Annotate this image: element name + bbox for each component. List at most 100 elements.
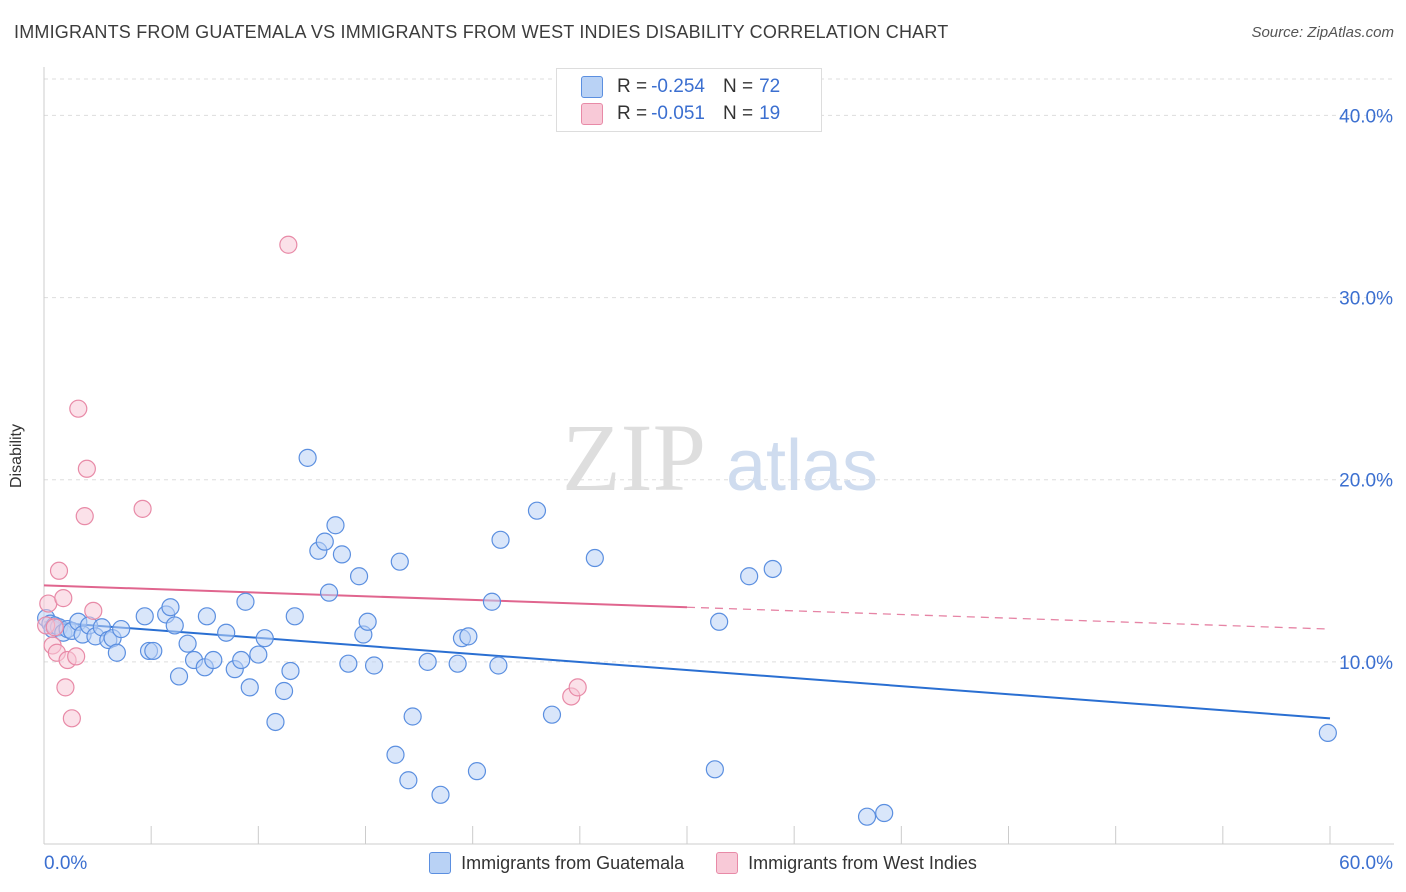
point-guatemala bbox=[585, 548, 604, 568]
stats-n-label: N = bbox=[722, 76, 754, 97]
point-west-indies bbox=[69, 399, 88, 418]
point-guatemala bbox=[217, 623, 236, 642]
point-guatemala bbox=[710, 612, 729, 631]
point-west-indies bbox=[279, 235, 298, 254]
point-guatemala bbox=[875, 803, 894, 823]
point-guatemala bbox=[1318, 723, 1337, 742]
point-guatemala bbox=[364, 656, 384, 675]
point-guatemala bbox=[281, 661, 300, 681]
point-guatemala bbox=[266, 712, 285, 732]
tick-labels: 10.0% 20.0% 30.0% 40.0% 0.0% 60.0% bbox=[44, 106, 1393, 874]
point-guatemala bbox=[107, 643, 126, 662]
gridlines bbox=[44, 78, 1394, 663]
point-guatemala bbox=[255, 629, 274, 648]
point-guatemala bbox=[418, 652, 437, 671]
point-guatemala bbox=[399, 771, 418, 790]
point-guatemala bbox=[204, 650, 223, 670]
point-guatemala bbox=[144, 641, 163, 661]
point-guatemala bbox=[467, 762, 487, 781]
stats-row-guatemala: R = -0.254 N = 72 bbox=[581, 73, 780, 101]
chart-legend: Immigrants from Guatemala Immigrants fro… bbox=[0, 852, 1406, 874]
point-guatemala bbox=[386, 745, 405, 764]
point-guatemala bbox=[236, 592, 255, 611]
point-west-indies bbox=[568, 678, 587, 697]
point-guatemala bbox=[482, 592, 502, 611]
legend-label-west-indies: Immigrants from West Indies bbox=[748, 852, 977, 873]
point-west-indies bbox=[62, 709, 81, 728]
y-axis-label: Disability bbox=[8, 423, 25, 489]
point-guatemala bbox=[326, 516, 345, 535]
point-guatemala bbox=[740, 567, 759, 586]
legend-label-guatemala: Immigrants from Guatemala bbox=[461, 852, 685, 873]
chart-title: IMMIGRANTS FROM GUATEMALA VS IMMIGRANTS … bbox=[14, 22, 949, 42]
point-west-indies bbox=[84, 601, 103, 620]
x-tick-label: 0.0% bbox=[44, 853, 87, 874]
point-west-indies bbox=[54, 589, 73, 608]
legend-item-guatemala[interactable]: Immigrants from Guatemala bbox=[429, 852, 684, 874]
watermark: ZIP atlas bbox=[562, 404, 878, 511]
point-guatemala bbox=[491, 530, 510, 549]
point-west-indies bbox=[77, 459, 96, 478]
stats-swatch-guatemala bbox=[581, 76, 603, 98]
point-guatemala bbox=[349, 567, 369, 586]
point-guatemala bbox=[169, 667, 189, 686]
stats-r-label: R = bbox=[617, 103, 648, 124]
y-tick-label: 20.0% bbox=[1339, 471, 1393, 492]
point-west-indies bbox=[49, 561, 69, 580]
stats-r-value: -0.254 bbox=[651, 76, 705, 97]
legend-swatch-west-indies bbox=[716, 852, 739, 874]
stats-n-value: 19 bbox=[759, 103, 781, 124]
point-guatemala bbox=[459, 627, 478, 646]
stats-r-value: -0.051 bbox=[651, 103, 705, 124]
watermark-zip: ZIP bbox=[562, 404, 706, 511]
point-guatemala bbox=[274, 681, 294, 701]
x-tick-label: 60.0% bbox=[1339, 853, 1393, 874]
point-guatemala bbox=[448, 654, 467, 673]
trend-lines bbox=[43, 584, 1331, 720]
point-guatemala bbox=[240, 678, 259, 697]
point-guatemala bbox=[197, 607, 216, 626]
stats-n-label: N = bbox=[722, 103, 754, 124]
point-guatemala bbox=[319, 583, 339, 602]
point-guatemala bbox=[232, 650, 251, 670]
point-guatemala bbox=[527, 501, 547, 520]
point-guatemala bbox=[135, 607, 154, 626]
point-guatemala bbox=[339, 654, 358, 673]
point-west-indies bbox=[45, 618, 64, 637]
point-guatemala bbox=[390, 552, 409, 571]
point-guatemala bbox=[165, 616, 184, 635]
trend-line-dashed-west-indies bbox=[686, 606, 1331, 630]
point-west-indies bbox=[67, 647, 86, 666]
stats-n-value: 72 bbox=[759, 76, 781, 97]
axes bbox=[43, 67, 1394, 845]
point-guatemala bbox=[178, 634, 197, 653]
point-west-indies bbox=[75, 507, 94, 526]
y-tick-label: 30.0% bbox=[1339, 289, 1393, 310]
point-guatemala bbox=[403, 707, 422, 726]
point-guatemala bbox=[249, 645, 268, 664]
point-guatemala bbox=[542, 705, 562, 724]
stats-row-west-indies: R = -0.051 N = 19 bbox=[581, 100, 780, 128]
source-label: Source: ZipAtlas.com bbox=[1251, 24, 1394, 41]
stats-r-label: R = bbox=[617, 76, 648, 97]
trend-line-west-indies bbox=[43, 584, 688, 609]
y-tick-label: 40.0% bbox=[1339, 106, 1393, 127]
point-guatemala bbox=[285, 607, 304, 626]
point-guatemala bbox=[315, 532, 334, 551]
point-guatemala bbox=[431, 785, 450, 804]
stats-swatch-west-indies bbox=[581, 103, 603, 125]
point-guatemala bbox=[489, 656, 508, 675]
point-guatemala bbox=[763, 559, 782, 579]
point-guatemala bbox=[358, 612, 377, 631]
point-west-indies bbox=[133, 499, 152, 518]
point-guatemala bbox=[112, 619, 131, 639]
point-guatemala bbox=[332, 545, 352, 564]
data-points bbox=[37, 235, 1337, 826]
legend-swatch-guatemala bbox=[429, 852, 452, 874]
legend-item-west-indies[interactable]: Immigrants from West Indies bbox=[716, 852, 977, 874]
point-guatemala bbox=[161, 598, 180, 617]
watermark-atlas: atlas bbox=[726, 426, 878, 506]
stats-legend: R = -0.254 N = 72 R = -0.051 N = 19 bbox=[556, 68, 822, 132]
point-guatemala bbox=[857, 807, 877, 826]
